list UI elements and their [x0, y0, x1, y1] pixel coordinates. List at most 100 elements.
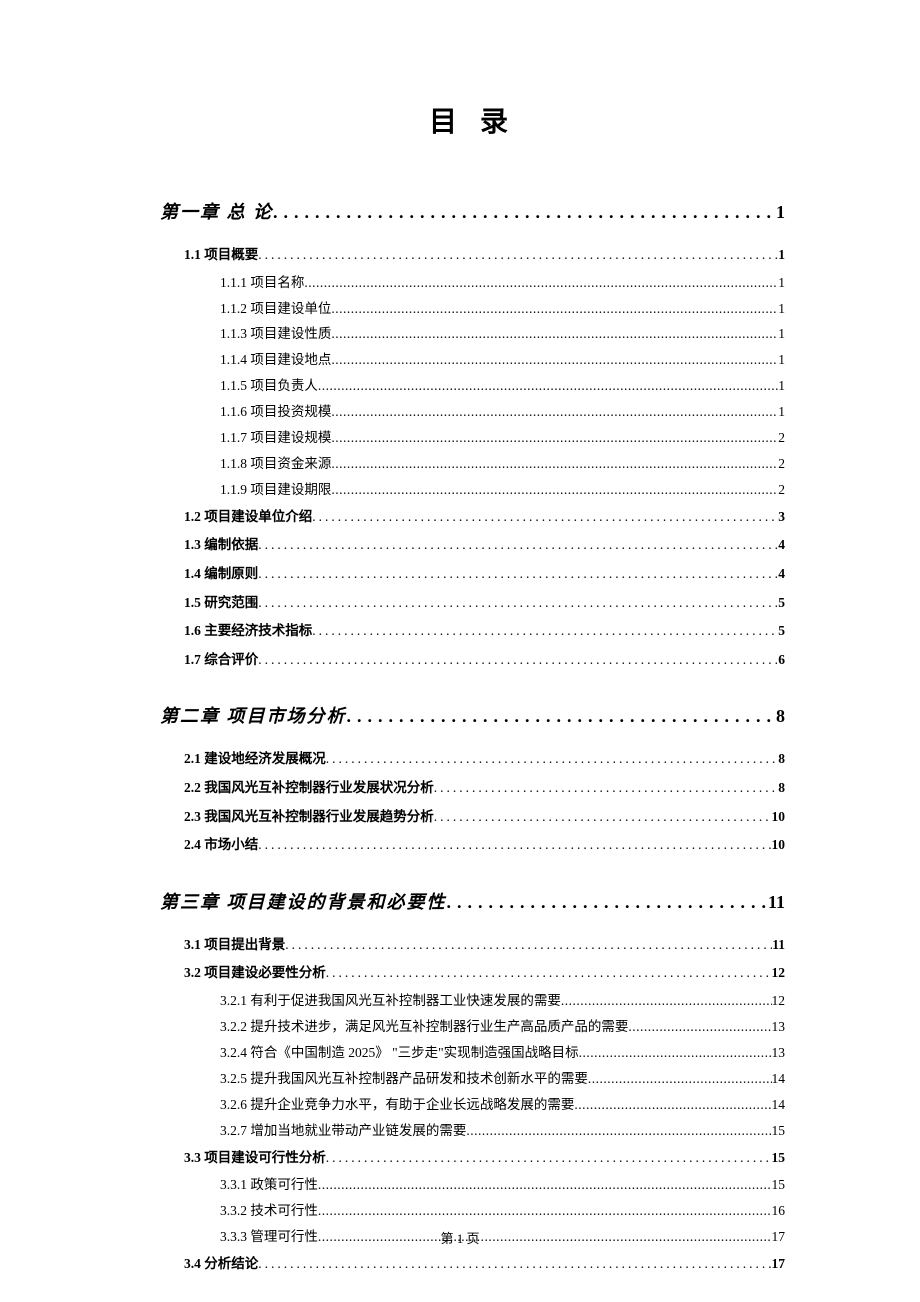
toc-entry-page: 2: [778, 428, 785, 449]
toc-entry: 3.2 项目建设必要性分析 ..........................…: [160, 962, 785, 984]
toc-entry-label: 3.4 分析结论: [184, 1253, 258, 1275]
toc-entry-label: 1.1.2 项目建设单位: [220, 299, 331, 320]
toc-leader-dots: ........................................…: [331, 350, 778, 371]
toc-entry: 1.1.1 项目名称..............................…: [160, 273, 785, 294]
toc-entry-label: 2.4 市场小结: [184, 834, 258, 856]
toc-leader-dots: ........................................…: [331, 428, 778, 449]
toc-leader-dots: ........................................…: [304, 273, 778, 294]
toc-entry-page: 15: [772, 1121, 786, 1142]
toc-entry-label: 1.1 项目概要: [184, 244, 258, 266]
toc-leader-dots: ........................................…: [331, 324, 778, 345]
toc-entry-page: 1: [778, 376, 785, 397]
toc-entry-page: 5: [778, 592, 785, 614]
toc-entry-label: 1.1.1 项目名称: [220, 273, 304, 294]
toc-entry-page: 4: [778, 563, 785, 585]
toc-entry: 1.1.3 项目建设性质............................…: [160, 324, 785, 345]
toc-entry: 2.3 我国风光互补控制器行业发展趋势分析 ..................…: [160, 806, 785, 828]
toc-entry: 3.2.6 提升企业竞争力水平，有助于企业长远战略发展的需要..........…: [160, 1095, 785, 1116]
toc-leader-dots: ........................................…: [447, 892, 768, 913]
toc-entry-page: 15: [772, 1175, 786, 1196]
toc-entry: 3.2.2 提升技术进步，满足风光互补控制器行业生产高品质产品的需要......…: [160, 1017, 785, 1038]
toc-entry: 3.1 项目提出背景 .............................…: [160, 934, 785, 956]
toc-leader-dots: ........................................…: [258, 534, 778, 556]
toc-entry-page: 1: [778, 299, 785, 320]
toc-entry: 1.1.8 项目资金来源............................…: [160, 454, 785, 475]
toc-leader-dots: ........................................…: [258, 1253, 771, 1275]
toc-entry: 1.1.7 项目建设规模............................…: [160, 428, 785, 449]
toc-leader-dots: ........................................…: [628, 1017, 771, 1038]
toc-entry-label: 3.2.1 有利于促进我国风光互补控制器工业快速发展的需要: [220, 991, 561, 1012]
toc-entry: 2.1 建设地经济发展概况 ..........................…: [160, 748, 785, 770]
toc-leader-dots: ........................................…: [258, 563, 778, 585]
toc-entry-label: 1.1.8 项目资金来源: [220, 454, 331, 475]
toc-leader-dots: ........................................…: [347, 706, 777, 727]
toc-entry-page: 5: [778, 620, 785, 642]
toc-entry-label: 第三章 项目建设的背景和必要性: [160, 888, 447, 914]
toc-leader-dots: ........................................…: [561, 991, 772, 1012]
toc-leader-dots: ........................................…: [273, 202, 776, 223]
toc-entry-label: 3.2.7 增加当地就业带动产业链发展的需要: [220, 1121, 466, 1142]
toc-entry-page: 2: [778, 480, 785, 501]
toc-entry: 第二章 项目市场分析..............................…: [160, 702, 785, 728]
toc-leader-dots: ........................................…: [258, 649, 778, 671]
toc-leader-dots: ........................................…: [579, 1043, 772, 1064]
toc-entry: 1.1.9 项目建设期限............................…: [160, 480, 785, 501]
toc-entry: 1.1.5 项目负责人.............................…: [160, 376, 785, 397]
toc-entry: 1.4 编制原则 ...............................…: [160, 563, 785, 585]
toc-entry-label: 3.2.6 提升企业竞争力水平，有助于企业长远战略发展的需要: [220, 1095, 574, 1116]
toc-entry-label: 1.5 研究范围: [184, 592, 258, 614]
toc-entry: 2.4 市场小结 ...............................…: [160, 834, 785, 856]
toc-entry-label: 3.3 项目建设可行性分析: [184, 1147, 326, 1169]
toc-leader-dots: ........................................…: [434, 806, 772, 828]
toc-entry-label: 2.2 我国风光互补控制器行业发展状况分析: [184, 777, 434, 799]
toc-entry-page: 13: [772, 1043, 786, 1064]
toc-leader-dots: ........................................…: [318, 376, 778, 397]
toc-entry-page: 1: [778, 244, 785, 266]
toc-leader-dots: ........................................…: [318, 1175, 772, 1196]
toc-leader-dots: ........................................…: [326, 748, 779, 770]
toc-leader-dots: ........................................…: [466, 1121, 771, 1142]
toc-entry-label: 1.6 主要经济技术指标: [184, 620, 312, 642]
toc-leader-dots: ........................................…: [588, 1069, 772, 1090]
toc-entry-page: 17: [772, 1253, 786, 1275]
toc-entry-label: 3.3.1 政策可行性: [220, 1175, 318, 1196]
toc-entry: 3.2.4 符合《中国制造 2025》 "三步走"实现制造强国战略目标.....…: [160, 1043, 785, 1064]
toc-entry-page: 1: [778, 402, 785, 423]
toc-leader-dots: ........................................…: [331, 480, 778, 501]
toc-entry: 1.1.4 项目建设地点............................…: [160, 350, 785, 371]
toc-leader-dots: ........................................…: [331, 454, 778, 475]
toc-list: 第一章 总 论.................................…: [160, 198, 785, 1275]
toc-entry-label: 第一章 总 论: [160, 198, 273, 224]
toc-leader-dots: ........................................…: [326, 962, 772, 984]
toc-entry-label: 1.2 项目建设单位介绍: [184, 506, 312, 528]
toc-entry-page: 2: [778, 454, 785, 475]
toc-entry: 3.2.1 有利于促进我国风光互补控制器工业快速发展的需要...........…: [160, 991, 785, 1012]
toc-entry-label: 1.7 综合评价: [184, 649, 258, 671]
toc-entry-label: 3.3.2 技术可行性: [220, 1201, 318, 1222]
toc-entry-page: 4: [778, 534, 785, 556]
toc-entry: 1.5 研究范围 ...............................…: [160, 592, 785, 614]
toc-entry-label: 3.2.4 符合《中国制造 2025》 "三步走"实现制造强国战略目标: [220, 1043, 579, 1064]
toc-entry-label: 3.1 项目提出背景: [184, 934, 285, 956]
toc-leader-dots: ........................................…: [312, 620, 778, 642]
toc-entry-label: 第二章 项目市场分析: [160, 702, 347, 728]
toc-leader-dots: ........................................…: [318, 1201, 772, 1222]
toc-entry-page: 3: [778, 506, 785, 528]
toc-entry-label: 1.3 编制依据: [184, 534, 258, 556]
toc-entry: 1.1.6 项目投资规模............................…: [160, 402, 785, 423]
toc-entry: 1.7 综合评价 ...............................…: [160, 649, 785, 671]
toc-entry-page: 14: [772, 1095, 786, 1116]
toc-leader-dots: ........................................…: [331, 402, 778, 423]
toc-leader-dots: ........................................…: [258, 834, 771, 856]
toc-entry-page: 1: [778, 273, 785, 294]
toc-entry-page: 14: [772, 1069, 786, 1090]
toc-entry: 第一章 总 论.................................…: [160, 198, 785, 224]
toc-entry: 第三章 项目建设的背景和必要性.........................…: [160, 888, 785, 914]
toc-entry: 3.4 分析结论 ...............................…: [160, 1253, 785, 1275]
toc-leader-dots: ........................................…: [574, 1095, 771, 1116]
toc-entry-label: 1.1.4 项目建设地点: [220, 350, 331, 371]
toc-entry-label: 1.1.9 项目建设期限: [220, 480, 331, 501]
toc-entry: 1.2 项目建设单位介绍 ...........................…: [160, 506, 785, 528]
toc-entry: 3.3.2 技术可行性.............................…: [160, 1201, 785, 1222]
toc-entry-page: 13: [772, 1017, 786, 1038]
